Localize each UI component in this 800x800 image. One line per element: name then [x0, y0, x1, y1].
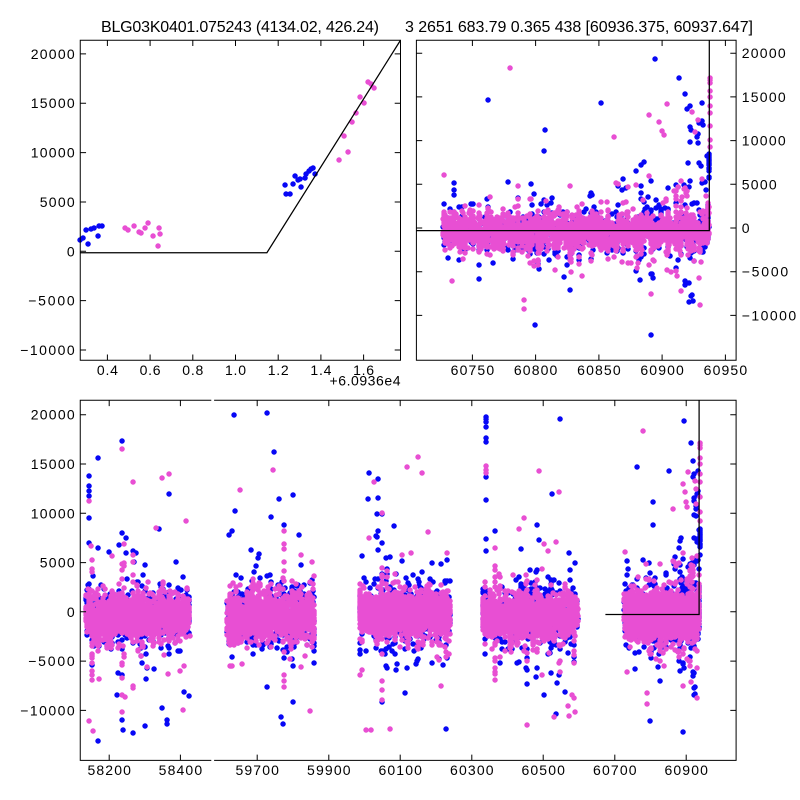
svg-text:15000: 15000 [31, 456, 75, 472]
svg-text:5000: 5000 [40, 194, 75, 210]
svg-text:60750: 60750 [451, 362, 495, 378]
svg-text:15000: 15000 [31, 95, 75, 111]
svg-text:1.0: 1.0 [225, 362, 246, 378]
svg-text:+6.0936e4: +6.0936e4 [330, 372, 401, 388]
svg-text:0: 0 [67, 604, 75, 620]
svg-text:−10000: −10000 [20, 702, 75, 718]
svg-text:60800: 60800 [514, 362, 558, 378]
svg-text:20000: 20000 [31, 46, 75, 62]
svg-text:BLG03K0401.075243 (4134.02, 42: BLG03K0401.075243 (4134.02, 426.24) [101, 19, 379, 36]
svg-text:59700: 59700 [235, 762, 279, 778]
svg-text:0.6: 0.6 [140, 362, 161, 378]
svg-text:10000: 10000 [31, 145, 75, 161]
svg-text:60900: 60900 [640, 362, 684, 378]
svg-text:1.6: 1.6 [353, 362, 374, 378]
svg-text:60500: 60500 [521, 762, 565, 778]
svg-text:60950: 60950 [704, 362, 748, 378]
svg-text:0: 0 [742, 220, 750, 236]
svg-text:−5000: −5000 [28, 653, 75, 669]
svg-text:0.8: 0.8 [182, 362, 203, 378]
svg-text:1.2: 1.2 [268, 362, 289, 378]
svg-text:−10000: −10000 [20, 342, 75, 358]
svg-text:0.4: 0.4 [97, 362, 118, 378]
svg-text:5000: 5000 [742, 176, 777, 192]
svg-text:−5000: −5000 [742, 264, 789, 280]
svg-text:59900: 59900 [307, 762, 351, 778]
svg-text:20000: 20000 [31, 407, 75, 423]
svg-text:15000: 15000 [742, 89, 786, 105]
svg-text:60700: 60700 [593, 762, 637, 778]
svg-text:60300: 60300 [450, 762, 494, 778]
svg-text:60900: 60900 [664, 762, 708, 778]
svg-text:1.4: 1.4 [310, 362, 331, 378]
svg-text:58400: 58400 [159, 762, 203, 778]
svg-text:20000: 20000 [742, 45, 786, 61]
svg-text:0: 0 [67, 243, 75, 259]
svg-text:60100: 60100 [378, 762, 422, 778]
svg-text:−5000: −5000 [28, 293, 75, 309]
svg-text:3 2651 683.79 0.365 438 [60936: 3 2651 683.79 0.365 438 [60936.375, 6093… [405, 19, 753, 36]
svg-text:10000: 10000 [31, 505, 75, 521]
svg-text:10000: 10000 [742, 133, 786, 149]
svg-text:5000: 5000 [40, 555, 75, 571]
svg-text:−10000: −10000 [742, 307, 797, 323]
svg-text:58200: 58200 [87, 762, 131, 778]
svg-text:60850: 60850 [577, 362, 621, 378]
